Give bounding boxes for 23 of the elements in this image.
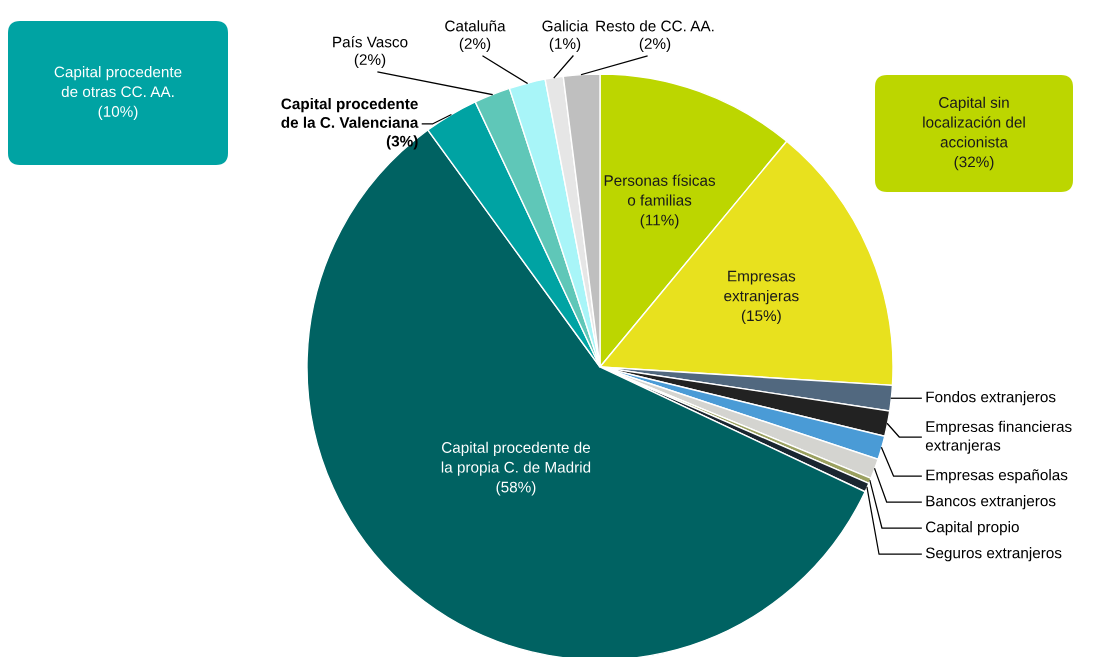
data-label: (2%): [639, 37, 671, 52]
text: Capital procedente de otras CC. AA. (10%): [54, 66, 182, 120]
slice-label: Empresas extranjeras: [724, 270, 799, 305]
slice-label: Seguros extranjeros: [925, 547, 1062, 562]
slice-label: Capital procedente de la propia C. de Madrid: [441, 441, 591, 476]
data-label: (1%): [549, 37, 581, 52]
slice-label: Galicia: [542, 20, 589, 32]
text: Capital sin localización del accionista (32%): [923, 96, 1025, 171]
slice-label: Bancos extranjeros: [926, 495, 1056, 510]
data-label: (11%): [640, 214, 679, 229]
slice-label: Empresas españolas: [926, 469, 1068, 484]
data-label: (58%): [496, 481, 536, 496]
data-label: (2%): [459, 37, 491, 52]
data-label: (15%): [741, 309, 781, 325]
slice-label: Empresas financieras extranjeras: [925, 420, 1072, 454]
slice-label: Cataluña: [445, 20, 506, 32]
slice-label: Capital propio: [926, 521, 1019, 536]
slice-label: Personas físicas o familias: [604, 174, 716, 206]
slice-label: País Vasco: [333, 36, 408, 48]
slice-label: Fondos extranjeros: [926, 391, 1056, 406]
slice-label: Resto de CC. AA.: [596, 20, 714, 32]
slice-label: Capital procedente de la C. Valenciana: [281, 98, 419, 128]
data-label: (2%): [354, 53, 386, 68]
